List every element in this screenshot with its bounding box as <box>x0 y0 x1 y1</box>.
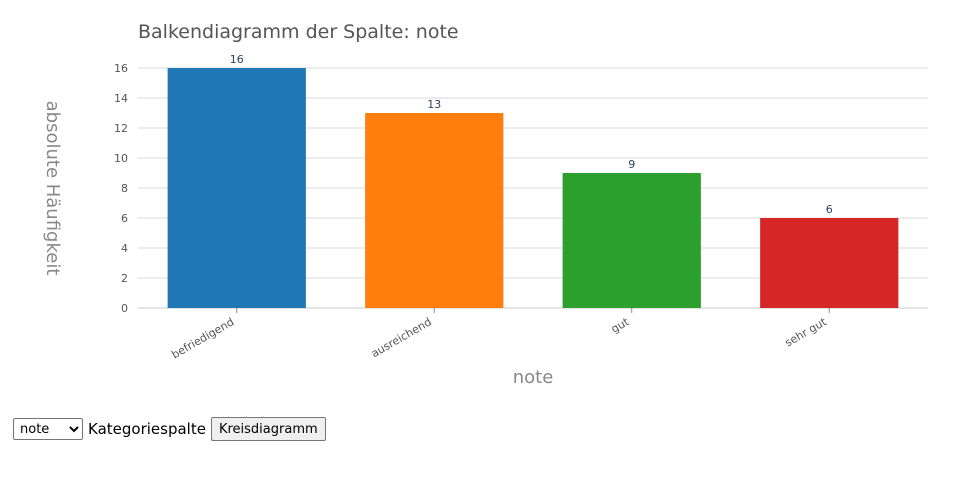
y-tick-label: 14 <box>114 92 128 105</box>
data-label: 16 <box>230 53 244 66</box>
y-tick-labels: 0 2 4 6 8 10 12 14 16 <box>114 62 128 315</box>
data-label: 9 <box>628 158 635 171</box>
y-tick-label: 4 <box>121 242 128 255</box>
y-tick-label: 0 <box>121 302 128 315</box>
data-label: 6 <box>826 203 833 216</box>
bar-ausreichend[interactable] <box>365 113 504 308</box>
y-tick-label: 6 <box>121 212 128 225</box>
y-tick-label: 12 <box>114 122 128 135</box>
y-tick-label: 2 <box>121 272 128 285</box>
data-label: 13 <box>427 98 441 111</box>
y-tick-label: 10 <box>114 152 128 165</box>
pie-chart-button[interactable]: Kreisdiagramm <box>210 417 326 441</box>
bars: 16 13 9 6 <box>167 53 899 308</box>
x-tick-label: sehr gut <box>783 315 830 349</box>
chart-title: Balkendiagramm der Spalte: note <box>138 21 459 43</box>
x-tick-labels: befriedigend ausreichend gut sehr gut <box>169 308 830 361</box>
bar-gut[interactable] <box>562 173 701 308</box>
chart-controls: note Kategoriespalte Kreisdiagramm <box>13 417 326 441</box>
y-axis-label: absolute Häufigkeit <box>42 101 63 276</box>
y-tick-label: 8 <box>121 182 128 195</box>
category-column-label: Kategoriespalte <box>88 420 206 438</box>
x-tick-label: ausreichend <box>369 315 434 360</box>
x-tick-label: gut <box>609 315 632 336</box>
bar-befriedigend[interactable] <box>167 68 306 308</box>
x-axis-label: note <box>513 367 554 388</box>
y-tick-label: 16 <box>114 62 128 75</box>
category-column-select[interactable]: note <box>13 418 83 440</box>
x-tick-label: befriedigend <box>169 315 236 361</box>
bar-sehr-gut[interactable] <box>760 218 899 308</box>
bar-chart: Balkendiagramm der Spalte: note 0 2 4 6 8 10 1… <box>42 21 928 388</box>
